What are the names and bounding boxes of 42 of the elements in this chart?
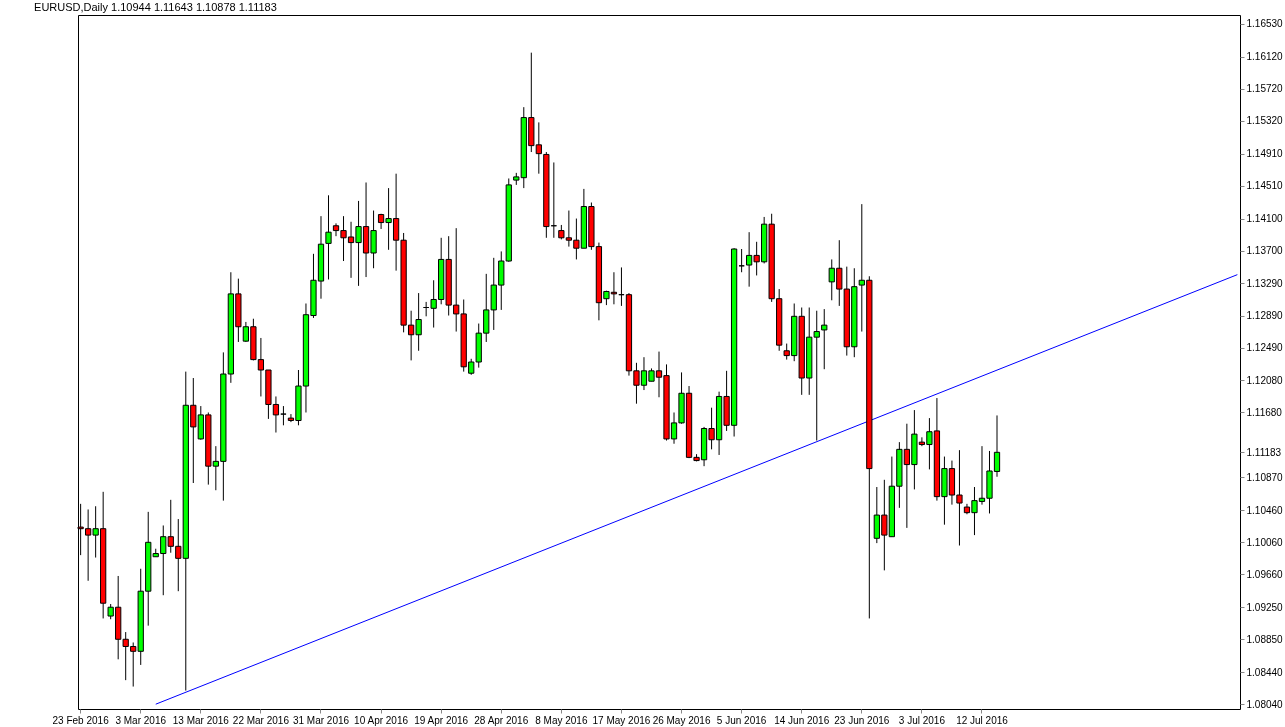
y-tick-label: 1.14910 <box>1246 148 1284 160</box>
y-tick-label: 1.12490 <box>1246 342 1284 354</box>
x-tick-label: 17 May 2016 <box>592 714 651 726</box>
y-tick-label: 1.08850 <box>1246 633 1284 645</box>
x-tick-label: 5 Jun 2016 <box>716 714 767 726</box>
x-tick-label: 26 May 2016 <box>652 714 711 726</box>
y-tick-label: 1.09250 <box>1246 601 1284 613</box>
y-tick-label: 1.14510 <box>1246 180 1284 192</box>
y-tick-label: 1.14100 <box>1246 213 1284 225</box>
x-tick-label: 3 Mar 2016 <box>115 714 167 726</box>
x-tick-label: 14 Jun 2016 <box>774 714 830 726</box>
y-tick-label: 1.15320 <box>1246 115 1284 127</box>
y-tick-label: 1.08440 <box>1246 666 1284 678</box>
x-tick-label: 31 Mar 2016 <box>292 714 350 726</box>
y-tick-label: 1.12890 <box>1246 310 1284 322</box>
y-tick-label: 1.13290 <box>1246 277 1284 289</box>
y-tick-label: 1.13700 <box>1246 245 1284 257</box>
x-tick-label: 13 Mar 2016 <box>172 714 230 726</box>
y-tick-label: 1.11680 <box>1246 406 1283 418</box>
y-tick-label: 1.10060 <box>1246 536 1284 548</box>
candlestick <box>280 405 287 426</box>
candlestick <box>325 194 332 280</box>
x-tick-label: 10 Apr 2016 <box>354 714 409 726</box>
y-tick-label: 1.12080 <box>1246 374 1284 386</box>
x-tick-label: 19 Apr 2016 <box>414 714 469 726</box>
x-tick-label: 23 Jun 2016 <box>834 714 890 726</box>
y-tick-label: 1.16120 <box>1246 51 1284 63</box>
x-tick-label: 8 May 2016 <box>535 714 588 726</box>
chart-title: EURUSD,Daily 1.10944 1.11643 1.10878 1.11183 <box>34 1 277 13</box>
y-tick-label: 1.10460 <box>1246 504 1284 516</box>
y-tick-label: 1.11183 <box>1246 446 1282 458</box>
x-tick-label: 23 Feb 2016 <box>52 714 110 726</box>
y-tick-label: 1.08040 <box>1246 698 1284 710</box>
y-tick-label: 1.15720 <box>1246 83 1284 95</box>
x-tick-label: 12 Jul 2016 <box>956 714 1009 726</box>
candlestick <box>821 308 828 370</box>
y-tick-label: 1.10870 <box>1246 471 1284 483</box>
x-tick-label: 3 Jul 2016 <box>898 714 946 726</box>
y-tick-label: 1.16530 <box>1246 18 1284 30</box>
y-tick-label: 1.09660 <box>1246 568 1284 580</box>
x-tick-label: 28 Apr 2016 <box>474 714 529 726</box>
x-tick-label: 22 Mar 2016 <box>232 714 290 726</box>
